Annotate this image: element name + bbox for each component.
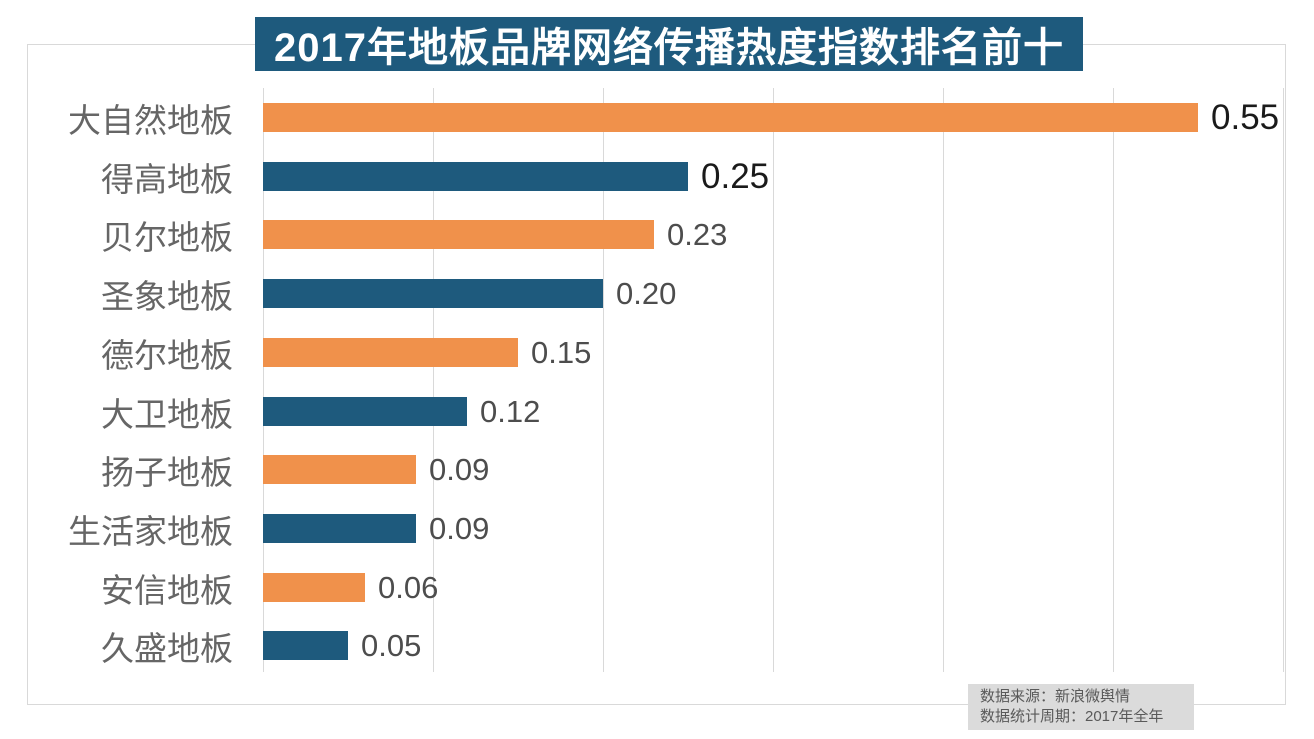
source-note-line1: 数据来源：新浪微舆情 <box>980 688 1131 705</box>
value-label: 0.09 <box>429 510 490 546</box>
value-label: 0.05 <box>361 627 422 663</box>
category-label: 得高地板 <box>101 160 233 198</box>
bar-row: 圣象地板 0.20 <box>0 276 1314 315</box>
value-label: 0.09 <box>429 451 490 487</box>
bar-row: 大自然地板 0.55 <box>0 98 1314 139</box>
bar <box>263 103 1198 132</box>
bar <box>263 573 365 602</box>
category-label: 扬子地板 <box>101 453 233 491</box>
bar-row: 德尔地板 0.15 <box>0 335 1314 374</box>
bar-row: 安信地板 0.06 <box>0 570 1314 609</box>
chart-title: 2017年地板品牌网络传播热度指数排名前十 <box>255 17 1083 71</box>
value-label: 0.15 <box>531 334 592 370</box>
source-note: 数据来源：新浪微舆情 数据统计周期：2017年全年 <box>968 684 1194 730</box>
bar-row: 得高地板 0.25 <box>0 157 1314 198</box>
bar-row: 生活家地板 0.09 <box>0 511 1314 550</box>
value-label: 0.23 <box>667 216 728 252</box>
category-label: 德尔地板 <box>101 336 233 374</box>
bar-row: 久盛地板 0.05 <box>0 628 1314 667</box>
category-label: 圣象地板 <box>101 277 233 315</box>
category-label: 久盛地板 <box>101 629 233 667</box>
bar <box>263 162 688 191</box>
category-label: 大卫地板 <box>101 395 233 433</box>
value-label: 0.55 <box>1211 97 1280 137</box>
bar <box>263 455 416 484</box>
category-label: 安信地板 <box>101 571 233 609</box>
bar <box>263 514 416 543</box>
bar-row: 大卫地板 0.12 <box>0 394 1314 433</box>
value-label: 0.06 <box>378 569 439 605</box>
bar <box>263 338 518 367</box>
bar <box>263 279 603 308</box>
value-label: 0.25 <box>701 156 770 196</box>
category-label: 大自然地板 <box>68 101 233 139</box>
bar <box>263 220 654 249</box>
bar <box>263 631 348 660</box>
bar-row: 扬子地板 0.09 <box>0 452 1314 491</box>
bar <box>263 397 467 426</box>
value-label: 0.12 <box>480 393 541 429</box>
category-label: 生活家地板 <box>68 512 233 550</box>
bar-row: 贝尔地板 0.23 <box>0 217 1314 256</box>
source-note-line2: 数据统计周期：2017年全年 <box>980 708 1164 725</box>
category-label: 贝尔地板 <box>101 218 233 256</box>
value-label: 0.20 <box>616 275 677 311</box>
